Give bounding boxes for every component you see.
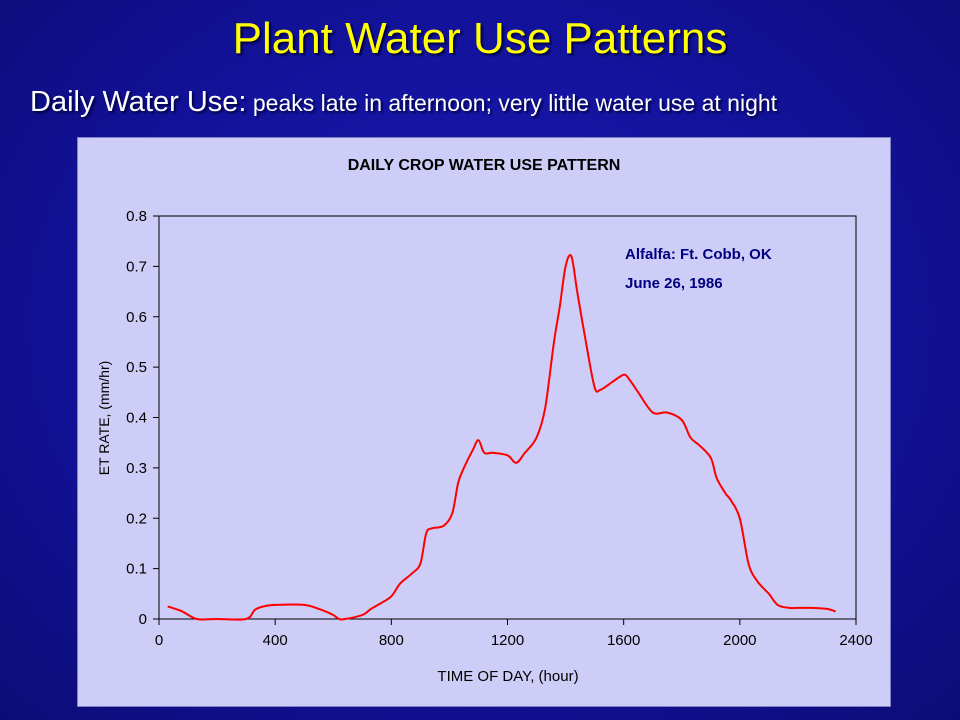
slide-subtitle: Daily Water Use: peaks late in afternoon… <box>30 86 777 119</box>
x-tick-label: 800 <box>379 632 404 649</box>
slide-title: Plant Water Use Patterns <box>232 14 728 63</box>
x-axis-label: TIME OF DAY, (hour) <box>437 668 578 685</box>
y-tick-label: 0.3 <box>126 460 147 477</box>
x-axis: 0 400 800 1200 1600 2000 2400 <box>155 619 873 649</box>
y-tick-label: 0 <box>139 611 147 628</box>
annotation-date: June 26, 1986 <box>625 275 723 292</box>
y-tick-label: 0.2 <box>126 510 147 527</box>
y-tick-label: 0.8 <box>126 208 147 225</box>
y-axis: 0 0.1 0.2 0.3 0.4 0.5 0.6 0.7 0.8 <box>126 208 159 628</box>
plot-area-frame <box>158 215 857 620</box>
y-tick-label: 0.5 <box>126 359 147 376</box>
x-tick-label: 2000 <box>723 632 756 649</box>
y-tick-label: 0.7 <box>126 258 147 275</box>
subtitle-rest: peaks late in afternoon; very little wat… <box>246 90 778 116</box>
x-tick-label: 400 <box>263 632 288 649</box>
subtitle-lead: Daily Water Use: <box>30 86 247 118</box>
line-chart: DAILY CROP WATER USE PATTERN 0 400 800 1200… <box>96 157 873 685</box>
x-tick-label: 1200 <box>491 632 524 649</box>
chart-panel: DAILY CROP WATER USE PATTERN 0 400 800 1200… <box>77 137 891 707</box>
chart-title: DAILY CROP WATER USE PATTERN <box>348 157 621 174</box>
y-axis-label: ET RATE, (mm/hr) <box>96 361 112 476</box>
x-tick-label: 0 <box>155 632 163 649</box>
annotation-location: Alfalfa: Ft. Cobb, OK <box>625 246 772 263</box>
x-tick-label: 2400 <box>839 632 872 649</box>
series-line-et-rate <box>167 254 836 621</box>
y-tick-label: 0.4 <box>126 410 147 427</box>
x-tick-label: 1600 <box>607 632 640 649</box>
y-tick-label: 0.6 <box>126 309 147 326</box>
y-tick-label: 0.1 <box>126 561 147 578</box>
